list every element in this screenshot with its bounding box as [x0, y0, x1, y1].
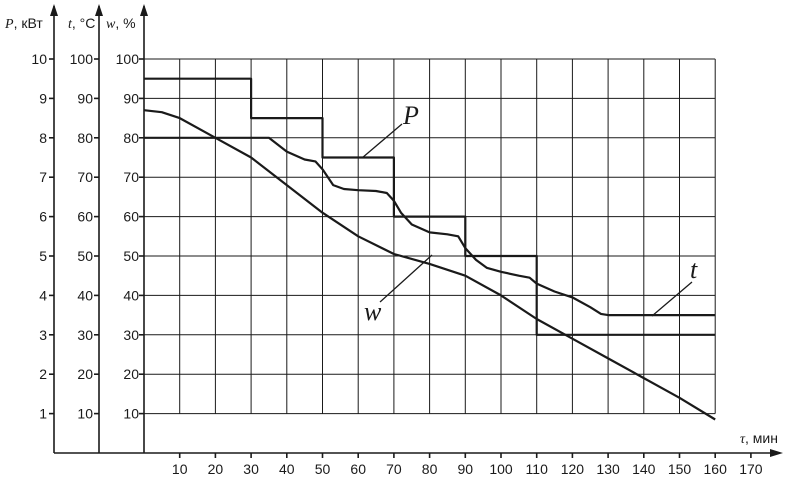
y-tick-label-y_power: 10 — [31, 51, 47, 67]
y-axis-moisture-arrow — [140, 4, 148, 16]
series-lines — [143, 77, 716, 421]
y-tick-label-y_power: 1 — [39, 406, 47, 422]
leader-line-P — [361, 123, 403, 159]
leader-line-t — [651, 281, 693, 317]
y-axis-temperature-arrow — [95, 4, 103, 16]
y-tick-label-y_moisture: 70 — [123, 169, 139, 185]
y-tick-label-y_moisture: 90 — [123, 90, 139, 106]
x-tick-label: 40 — [279, 461, 295, 477]
series-annotation-P: P — [402, 101, 419, 130]
y-tick-label-y_moisture: 30 — [123, 327, 139, 343]
y-tick-label-y_moisture: 100 — [116, 51, 140, 67]
y-tick-label-y_power: 4 — [39, 287, 47, 303]
y-tick-label-y_power: 3 — [39, 327, 47, 343]
x-axis-arrow — [770, 449, 783, 457]
y-tick-label-y_moisture: 40 — [123, 287, 139, 303]
annotations: Pt w — [361, 101, 698, 326]
y-axis-label-temperature: t, °C — [68, 15, 95, 32]
series-annotation-w: w — [364, 297, 382, 326]
series-line-w — [143, 109, 716, 421]
y-tick-label-y_temperature: 30 — [77, 327, 93, 343]
x-tick-label: 20 — [208, 461, 224, 477]
tick-labels: 1 2 3 4 5 6 7 8 9 10 10 20 30 40 50 60 70 80 90 100 10 20 30 40… — [4, 15, 778, 477]
x-tick-label: 160 — [704, 461, 728, 477]
y-tick-label-y_temperature: 10 — [77, 406, 93, 422]
x-tick-label: 150 — [668, 461, 692, 477]
x-tick-label: 70 — [386, 461, 402, 477]
y-tick-label-y_moisture: 50 — [123, 248, 139, 264]
y-tick-label-y_power: 8 — [39, 130, 47, 146]
series-line-t — [144, 136, 716, 317]
x-tick-label: 30 — [243, 461, 259, 477]
y-tick-label-y_moisture: 10 — [123, 406, 139, 422]
x-tick-label: 90 — [458, 461, 474, 477]
y-axis-label-power: P, кВт — [4, 15, 43, 32]
y-tick-label-y_temperature: 60 — [77, 209, 93, 225]
y-tick-label-y_temperature: 40 — [77, 287, 93, 303]
y-tick-label-y_temperature: 50 — [77, 248, 93, 264]
y-tick-label-y_power: 6 — [39, 209, 47, 225]
x-axis-label: τ, мин — [740, 430, 778, 447]
y-axis-label-moisture: w, % — [106, 15, 136, 32]
y-tick-label-y_moisture: 60 — [123, 209, 139, 225]
y-tick-label-y_power: 5 — [39, 248, 47, 264]
x-tick-label: 80 — [422, 461, 438, 477]
x-tick-label: 10 — [172, 461, 188, 477]
leader-line-w — [379, 254, 433, 303]
x-tick-label: 170 — [739, 461, 763, 477]
x-tick-label: 130 — [596, 461, 620, 477]
grid — [144, 58, 716, 415]
series-annotation-t: t — [690, 255, 698, 284]
y-tick-label-y_temperature: 80 — [77, 130, 93, 146]
y-tick-label-y_temperature: 100 — [70, 51, 94, 67]
y-tick-label-y_temperature: 20 — [77, 366, 93, 382]
x-tick-label: 50 — [315, 461, 331, 477]
y-tick-label-y_temperature: 70 — [77, 169, 93, 185]
y-tick-label-y_power: 2 — [39, 366, 47, 382]
y-tick-label-y_temperature: 90 — [77, 90, 93, 106]
y-tick-label-y_power: 7 — [39, 169, 47, 185]
x-tick-label: 120 — [561, 461, 585, 477]
y-tick-label-y_power: 9 — [39, 90, 47, 106]
axes — [49, 4, 783, 458]
y-tick-label-y_moisture: 20 — [123, 366, 139, 382]
series-line-P — [144, 77, 716, 336]
x-tick-label: 100 — [489, 461, 513, 477]
x-tick-label: 110 — [526, 461, 549, 477]
y-axis-power-arrow — [50, 4, 58, 16]
x-tick-label: 60 — [350, 461, 366, 477]
x-tick-label: 140 — [632, 461, 656, 477]
y-tick-label-y_moisture: 80 — [123, 130, 139, 146]
